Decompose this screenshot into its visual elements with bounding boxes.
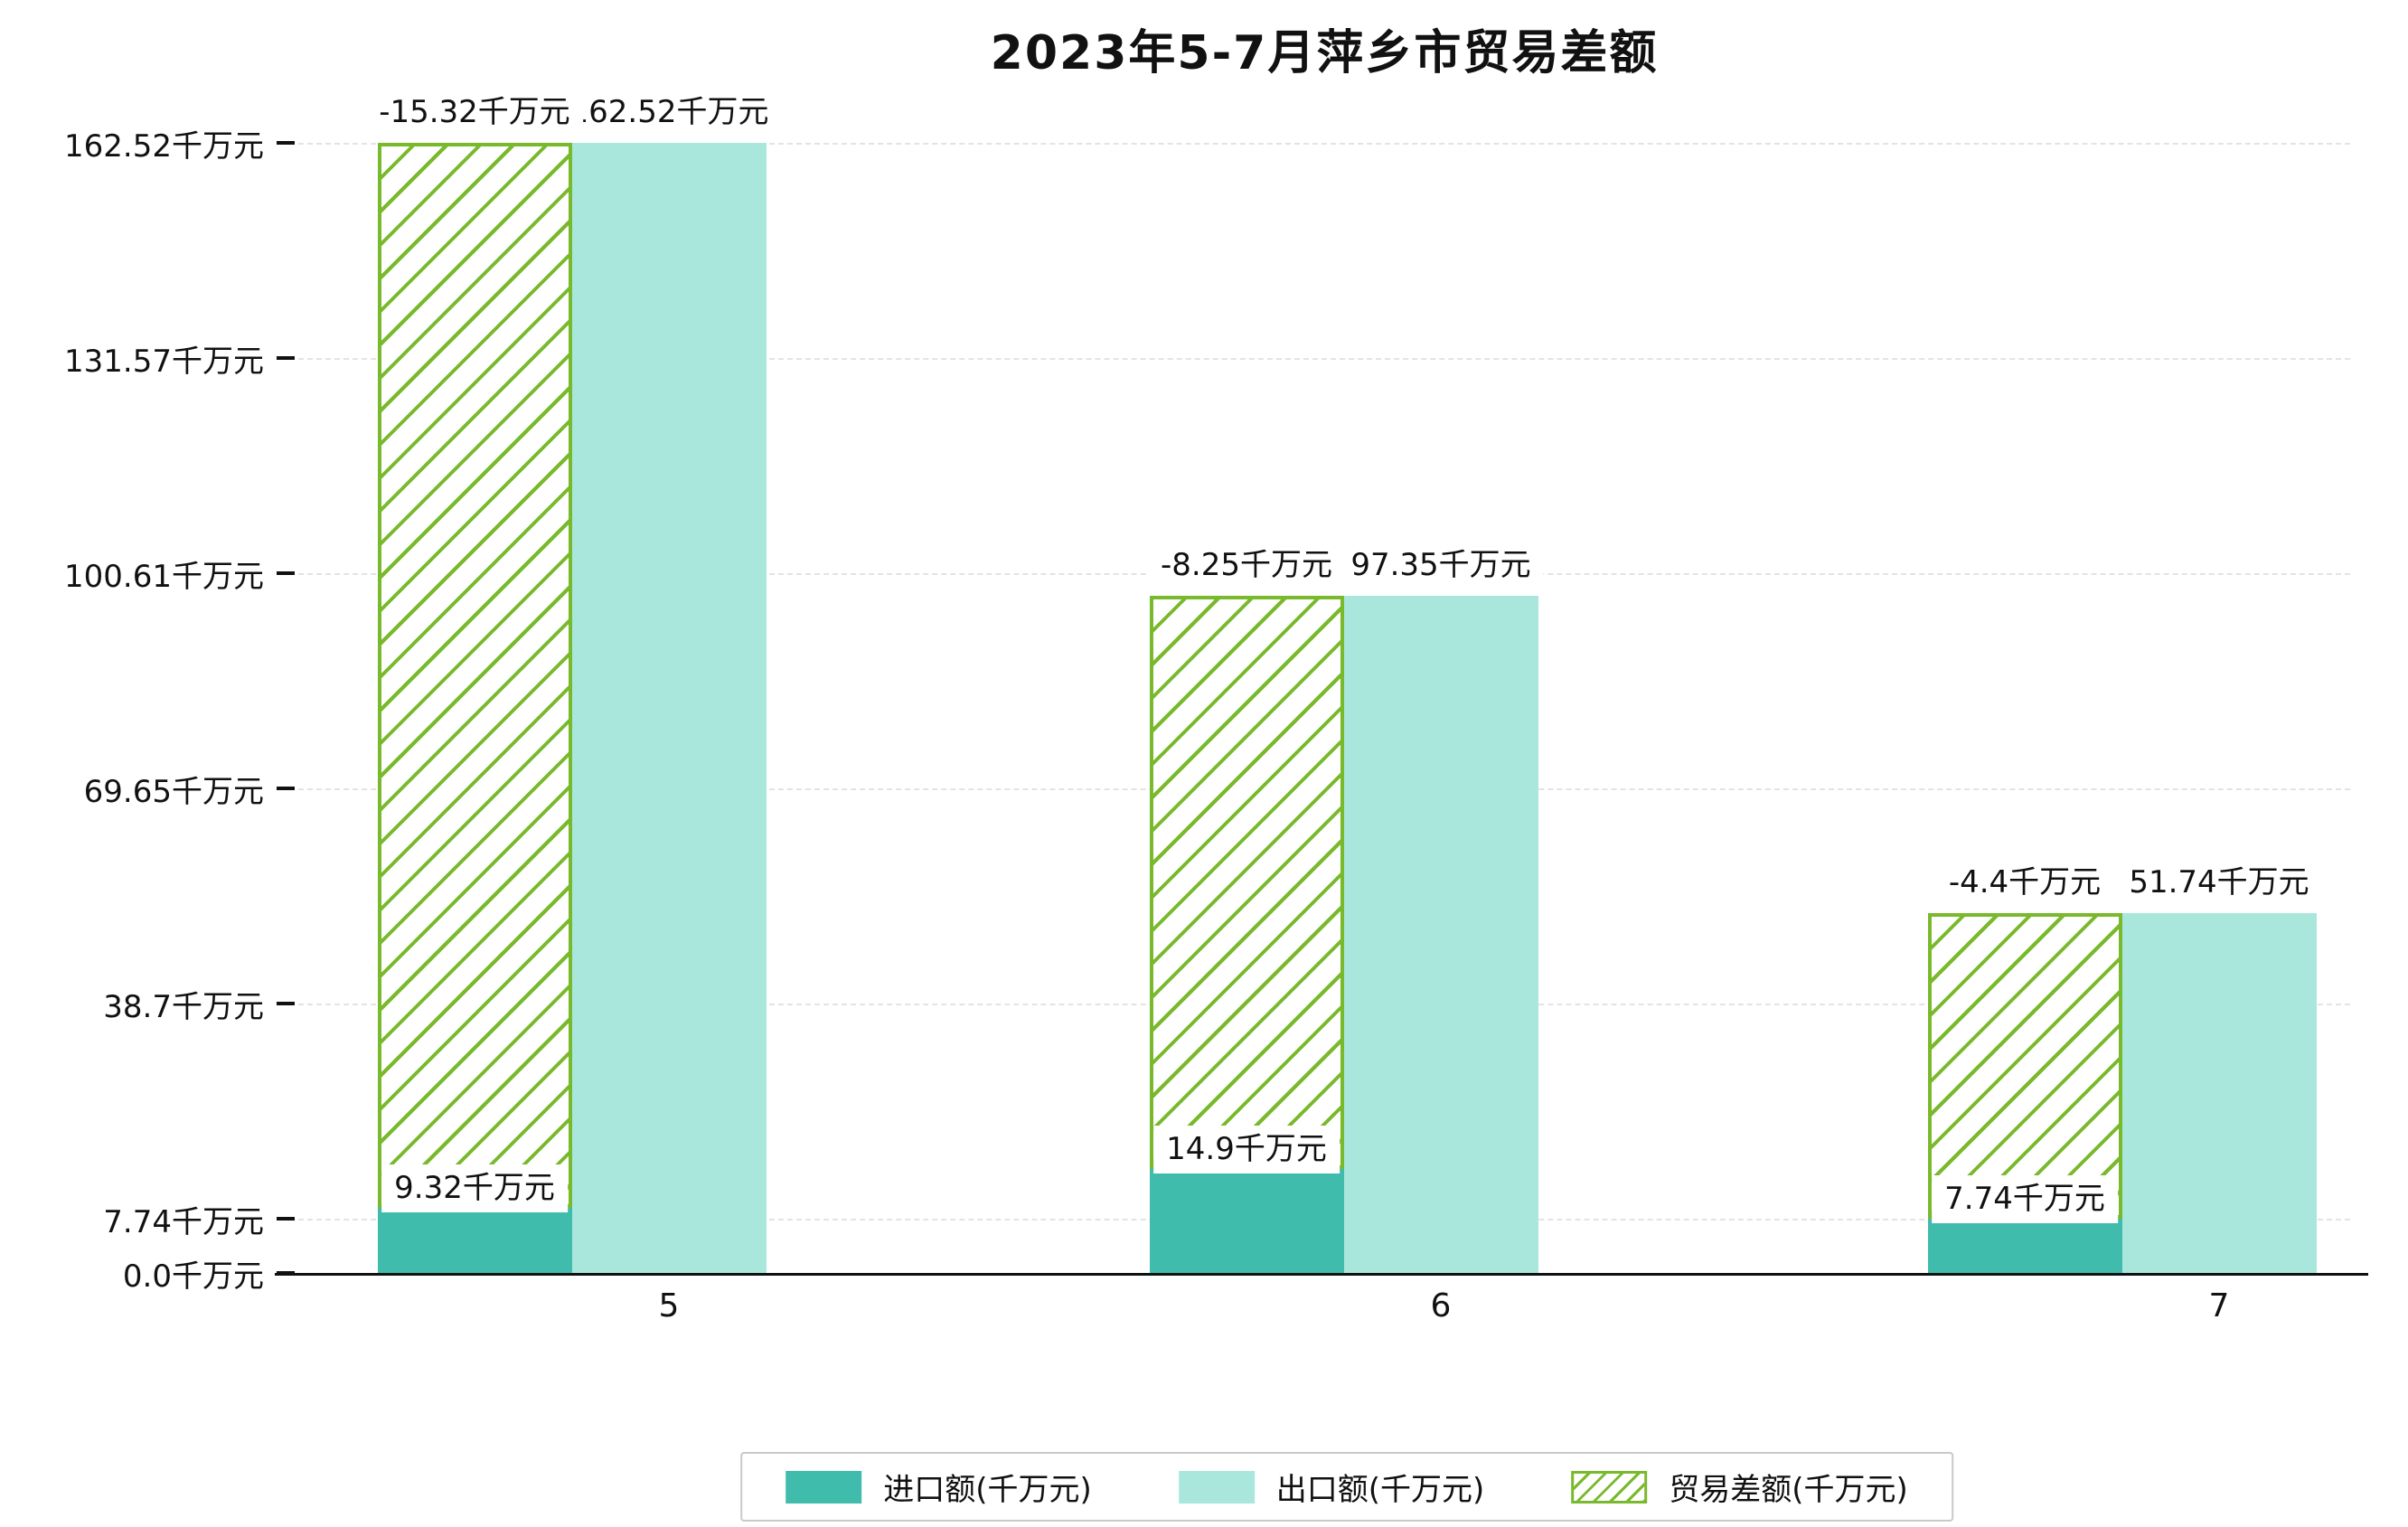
import-value-label: 14.9千万元	[1153, 1126, 1340, 1174]
import-bar	[1927, 1219, 2122, 1273]
y-axis-tick-mark	[277, 1217, 295, 1221]
legend: 进口额(千万元) 出口额(千万元) 贸易差额(千万元)	[740, 1452, 1953, 1522]
legend-label-import: 进口额(千万元)	[883, 1472, 1092, 1508]
y-axis-tick-mark	[277, 141, 295, 145]
y-axis-tick-mark	[277, 1002, 295, 1006]
trade-balance-bar	[1927, 913, 2122, 1220]
export-swatch-icon	[1178, 1470, 1255, 1503]
import-value-label: 7.74千万元	[1932, 1175, 2118, 1223]
balance-value-label: -15.32千万元	[366, 89, 583, 137]
import-bar	[1149, 1169, 1344, 1273]
gridline	[298, 358, 2350, 361]
export-value-label: 51.74千万元	[2116, 859, 2322, 907]
x-axis-tick-label: 5	[658, 1287, 680, 1324]
y-axis-tick-label: 0.0千万元	[122, 1258, 264, 1295]
trade-balance-swatch-icon	[1571, 1470, 1648, 1503]
import-swatch-icon	[785, 1470, 862, 1503]
balance-value-label: -4.4千万元	[1935, 859, 2114, 907]
export-bar	[571, 143, 767, 1273]
y-axis-tick-label: 100.61千万元	[64, 559, 264, 596]
legend-item-import: 进口额(千万元)	[785, 1465, 1092, 1509]
legend-label-export: 出口额(千万元)	[1275, 1472, 1485, 1508]
export-value-label: 162.52千万元	[556, 89, 782, 137]
import-value-label: 9.32千万元	[381, 1164, 568, 1212]
y-axis-tick-label: 38.7千万元	[103, 989, 264, 1026]
y-axis-tick-mark	[277, 787, 295, 791]
legend-label-balance: 贸易差额(千万元)	[1669, 1472, 1908, 1508]
export-bar	[1343, 596, 1538, 1273]
y-axis-tick-mark	[277, 356, 295, 361]
trade-balance-bar	[1149, 596, 1344, 1170]
y-axis-tick-label: 7.74千万元	[103, 1204, 264, 1241]
y-axis-tick-mark	[277, 571, 295, 576]
legend-item-export: 出口额(千万元)	[1178, 1465, 1485, 1509]
x-axis-line	[275, 1273, 2368, 1276]
y-axis-tick-label: 162.52千万元	[64, 128, 264, 165]
x-axis-tick-label: 7	[2208, 1287, 2230, 1324]
y-axis-tick-mark	[277, 1271, 295, 1275]
balance-value-label: -8.25千万元	[1148, 542, 1345, 589]
x-axis-tick-label: 6	[1430, 1287, 1452, 1324]
import-bar	[377, 1208, 572, 1273]
legend-item-balance: 贸易差额(千万元)	[1571, 1465, 1908, 1509]
chart-title: 2023年5-7月萍乡市贸易差额	[990, 26, 1659, 80]
trade-balance-bar	[377, 143, 572, 1209]
gridline	[298, 143, 2350, 145]
y-axis-tick-label: 131.57千万元	[64, 344, 264, 381]
y-axis-tick-label: 69.65千万元	[83, 774, 264, 811]
export-value-label: 97.35千万元	[1338, 542, 1544, 589]
export-bar	[2121, 913, 2317, 1273]
